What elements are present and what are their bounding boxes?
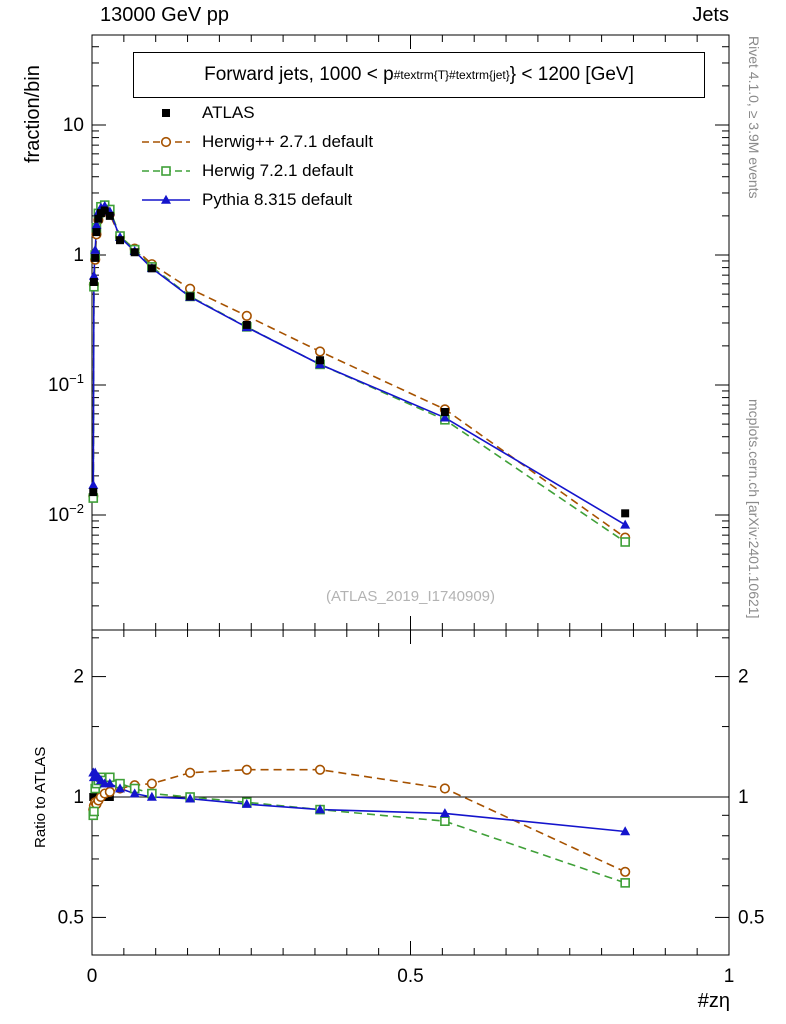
svg-text:0.5: 0.5 xyxy=(397,966,423,987)
legend-label: Herwig 7.2.1 default xyxy=(202,160,354,180)
svg-text:10: 10 xyxy=(63,115,84,136)
legend: ATLAS Herwig++ 2.7.1 default Herwig 7.2.1 … xyxy=(140,98,373,214)
svg-text:0.5: 0.5 xyxy=(738,907,764,928)
svg-text:1: 1 xyxy=(738,787,749,808)
triangle-filled-icon xyxy=(140,191,192,209)
svg-text:10−1: 10−1 xyxy=(48,371,84,396)
plot-title: Forward jets, 1000 < p #textrm{T} #textrm{… xyxy=(133,52,705,98)
legend-item: ATLAS xyxy=(140,98,373,127)
title-subscript: #textrm{T} xyxy=(393,68,450,82)
svg-text:1: 1 xyxy=(73,245,84,266)
legend-item: Herwig++ 2.7.1 default xyxy=(140,127,373,156)
legend-item: Pythia 8.315 default xyxy=(140,185,373,214)
beam-energy-label: 13000 GeV pp xyxy=(100,4,229,26)
square-open-icon xyxy=(140,162,192,180)
mcplots-citation-note: mcplots.cern.ch [arXiv:2401.10621] xyxy=(746,399,762,619)
svg-text:2: 2 xyxy=(73,667,84,688)
legend-label: Pythia 8.315 default xyxy=(202,189,353,209)
square-filled-icon xyxy=(140,104,192,122)
svg-text:1: 1 xyxy=(73,787,84,808)
ratio-axis-title: Ratio to ATLAS xyxy=(32,746,49,848)
legend-label: Herwig++ 2.7.1 default xyxy=(202,131,374,151)
title-superscript: #textrm{jet} xyxy=(449,68,510,82)
circle-open-icon xyxy=(140,133,192,151)
svg-text:0: 0 xyxy=(87,966,98,987)
analysis-group-label: Jets xyxy=(692,4,729,26)
svg-text:2: 2 xyxy=(738,667,749,688)
svg-text:10−2: 10−2 xyxy=(48,501,84,526)
title-text-prefix: Forward jets, 1000 < p xyxy=(204,64,394,85)
svg-text:0.5: 0.5 xyxy=(58,907,84,928)
x-axis-title: #zη xyxy=(697,990,730,1012)
rivet-version-note: Rivet 4.1.0, ≥ 3.9M events xyxy=(746,36,762,199)
y-axis-title: fraction/bin xyxy=(22,65,44,163)
legend-item: Herwig 7.2.1 default xyxy=(140,156,373,185)
legend-label: ATLAS xyxy=(202,102,255,122)
svg-text:1: 1 xyxy=(724,966,735,987)
title-text-suffix: } < 1200 [GeV] xyxy=(509,64,634,85)
analysis-id-watermark: (ATLAS_2019_I1740909) xyxy=(325,588,495,605)
